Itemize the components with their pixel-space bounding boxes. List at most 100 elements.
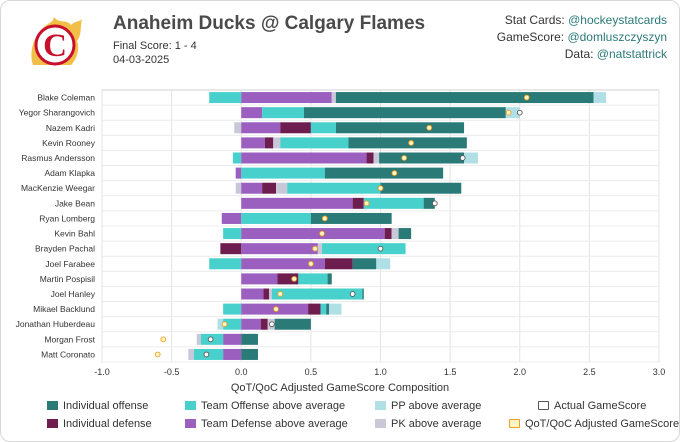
legend-swatch [509, 419, 520, 428]
bar-segment-individual-offense [398, 228, 412, 240]
x-tick-label: 2.0 [513, 367, 526, 377]
bar-segment-pk [391, 228, 399, 240]
legend-label: Individual offense [63, 400, 149, 412]
legend-swatch [47, 401, 58, 410]
svg-text:C: C [43, 28, 67, 64]
actual-gamescore-marker [431, 200, 438, 207]
adjusted-gamescore-marker [221, 321, 228, 328]
bar-segment-individual-offense [380, 182, 462, 194]
bar-segment-team-defense [241, 318, 261, 330]
x-tick-label: 0.0 [235, 367, 248, 377]
player-label: Blake Coleman [37, 93, 95, 103]
bar-segment-individual-offense [324, 167, 444, 179]
bar-segment-individual-offense [274, 318, 311, 330]
bar-segment-pp [376, 258, 391, 270]
credit-handle-link[interactable]: @domluszczyszyn [567, 30, 667, 44]
legend-label: Actual GameScore [554, 400, 647, 412]
bar-segment-team-defense [241, 92, 332, 104]
player-label: Joel Farabee [45, 259, 95, 269]
bar-segment-pp [593, 92, 607, 104]
calgary-flames-logo: C [27, 15, 83, 72]
bar-segment-pk [188, 348, 194, 360]
adjusted-gamescore-marker [160, 336, 167, 343]
bar-segment-pp [328, 303, 342, 315]
bar-segment-pk [234, 122, 242, 134]
bar-segment-individual-defense [280, 122, 311, 134]
player-label: Kevin Rooney [42, 138, 96, 148]
adjusted-gamescore-marker [319, 230, 325, 237]
bar-segment-team-defense [221, 212, 242, 224]
bar-segment-individual-offense [241, 348, 258, 360]
bar-segment-team-offense [223, 228, 242, 240]
bar-segment-team-offense [310, 122, 336, 134]
bar-segment-pk [269, 288, 272, 300]
legend-label: Team Offense above average [201, 400, 346, 412]
legend-label: Team Defense above average [201, 418, 348, 430]
bar-segment-team-defense [241, 137, 265, 149]
legend-swatch [47, 419, 58, 428]
adjusted-gamescore-marker [401, 155, 408, 161]
player-label: Adam Klapka [44, 168, 95, 178]
bar-segment-team-offense [262, 107, 304, 119]
x-tick-label: 1.5 [444, 367, 457, 377]
credit-stat-cards: Stat Cards: @hockeystatcards [505, 13, 667, 27]
bar-segment-individual-offense [352, 258, 377, 270]
bar-segment-pp [464, 152, 478, 164]
bar-segment-team-offense [241, 212, 311, 224]
player-label: Jonathan Huberdeau [16, 319, 96, 329]
bar-segment-pp [505, 107, 520, 119]
player-label: Nazem Kadri [46, 123, 95, 133]
adjusted-gamescore-marker [277, 291, 284, 297]
player-label: Matt Coronato [41, 349, 95, 359]
bar-segment-team-offense [322, 243, 406, 255]
actual-gamescore-marker [516, 109, 523, 116]
bar-segment-team-offense [223, 318, 242, 330]
actual-gamescore-marker [203, 351, 210, 358]
credit-handle-link[interactable]: @hockeystatcards [568, 13, 667, 27]
x-tick-label: 0.5 [305, 367, 318, 377]
player-label: Jake Bean [55, 198, 95, 208]
bar-segment-individual-offense [348, 137, 467, 149]
bar-segment-team-defense [241, 273, 278, 285]
bar-segment-pk [373, 152, 380, 164]
bar-segment-individual-offense [326, 303, 329, 315]
legend-swatch [375, 401, 386, 410]
bar-segment-team-offense [209, 258, 242, 270]
legend-label: Individual defense [63, 418, 152, 430]
bar-segment-team-defense [241, 122, 281, 134]
actual-gamescore-marker [207, 336, 214, 343]
adjusted-gamescore-marker [312, 245, 318, 252]
bar-segment-team-defense [241, 107, 263, 119]
x-tick-label: 3.0 [653, 367, 666, 377]
player-label: Ryan Lomberg [39, 213, 95, 223]
bar-segment-pk [276, 182, 288, 194]
player-label: Joel Hanley [51, 289, 96, 299]
x-axis-label: QoT/QoC Adjusted GameScore Composition [231, 382, 449, 394]
actual-gamescore-marker [349, 291, 356, 297]
x-tick-label: -0.5 [164, 367, 180, 377]
adjusted-gamescore-marker [505, 109, 512, 116]
bar-segment-individual-defense [264, 137, 274, 149]
bar-segment-team-offense [209, 92, 242, 104]
bar-segment-individual-defense [308, 303, 321, 315]
player-label: Rasmus Andersson [21, 153, 95, 163]
legend-swatch [185, 401, 196, 410]
bar-segment-team-defense [241, 152, 367, 164]
bar-segment-individual-offense [335, 92, 594, 104]
x-tick-label: 1.0 [374, 367, 387, 377]
credit-handle-link[interactable]: @natstattrick [596, 47, 667, 61]
credit-label: Stat Cards: [504, 13, 565, 27]
x-tick-label: -1.0 [94, 367, 110, 377]
bar-segment-team-offense [280, 137, 349, 149]
player-label: Martin Pospisil [40, 274, 95, 284]
bar-segment-individual-defense [352, 197, 364, 209]
actual-gamescore-marker [377, 245, 384, 252]
bar-segment-pk [331, 92, 336, 104]
bar-segment-pk [196, 333, 201, 345]
bar-segment-team-offense [241, 167, 325, 179]
bar-segment-individual-defense [220, 243, 242, 255]
bar-segment-team-defense [241, 288, 264, 300]
bar-segment-team-offense [223, 303, 242, 315]
credit-data: Data: @natstattrick [565, 47, 667, 61]
